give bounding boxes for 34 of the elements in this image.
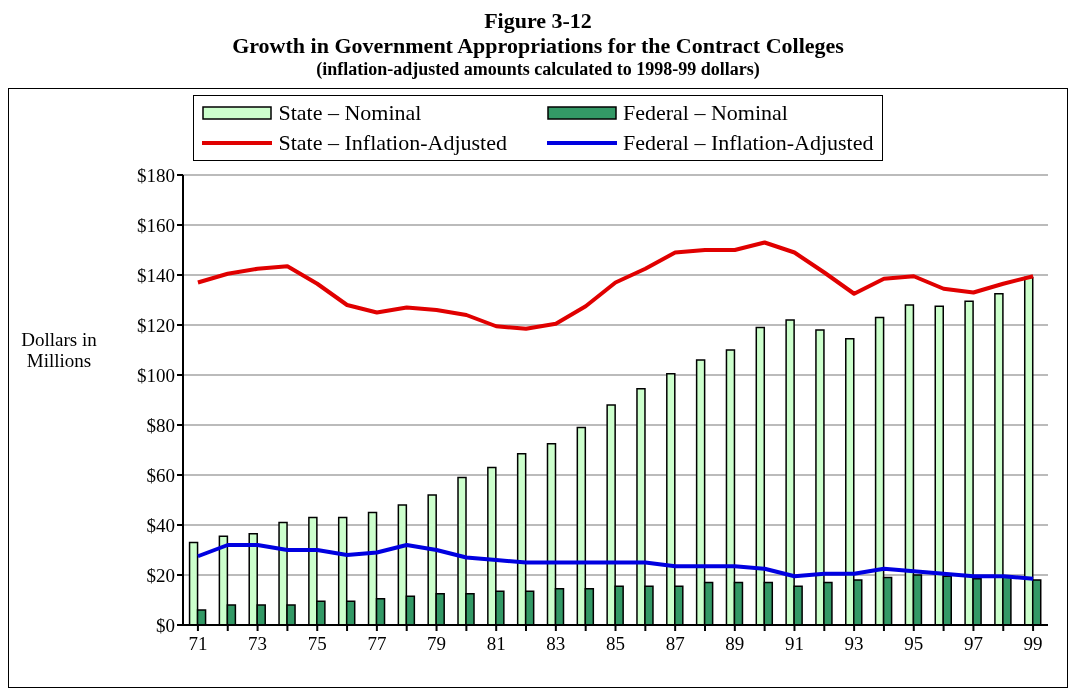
x-tick-label: 81 xyxy=(486,633,506,655)
y-tick-label: $20 xyxy=(146,564,175,586)
x-tick-label: 97 xyxy=(963,633,983,655)
x-tick-label: 95 xyxy=(904,633,924,655)
chart-title: Figure 3-12 Growth in Government Appropriations for the Contract Colleges xyxy=(231,8,845,58)
legend-label: State – Inflation-Adjusted xyxy=(278,130,507,156)
x-tick-label: 77 xyxy=(367,633,387,655)
line-series xyxy=(195,543,1036,581)
y-axis-title: Dollars in Millions xyxy=(20,329,98,371)
legend-label: Federal – Nominal xyxy=(623,100,788,126)
y-tick-label: $180 xyxy=(137,164,175,186)
legend-label: State – Nominal xyxy=(278,100,422,126)
y-tick-label: $60 xyxy=(146,464,175,486)
y-tick-label: $80 xyxy=(146,414,175,436)
x-tick-label: 75 xyxy=(307,633,327,655)
x-tick-label: 73 xyxy=(248,633,268,655)
y-tick-label: $0 xyxy=(156,614,175,636)
x-tick-label: 99 xyxy=(1023,633,1043,655)
y-tick-label: $140 xyxy=(137,264,175,286)
chart-subtitle: (inflation-adjusted amounts calculated to 1998-99 dollars) xyxy=(315,58,761,80)
x-tick-label: 87 xyxy=(665,633,685,655)
x-tick-label: 85 xyxy=(606,633,625,655)
x-tick-label: 89 xyxy=(725,633,745,655)
x-tick-label: 93 xyxy=(844,633,864,655)
y-tick-label: $40 xyxy=(146,514,175,536)
x-tick-label: 83 xyxy=(546,633,566,655)
y-tick-label: $100 xyxy=(137,364,175,386)
line-series xyxy=(195,240,1036,331)
legend-label: Federal – Inflation-Adjusted xyxy=(623,130,874,156)
x-tick-label: 79 xyxy=(427,633,447,655)
y-tick-label: $160 xyxy=(137,214,175,236)
x-tick-label: 71 xyxy=(188,633,208,655)
x-tick-label: 91 xyxy=(784,633,804,655)
y-tick-label: $120 xyxy=(137,314,175,336)
